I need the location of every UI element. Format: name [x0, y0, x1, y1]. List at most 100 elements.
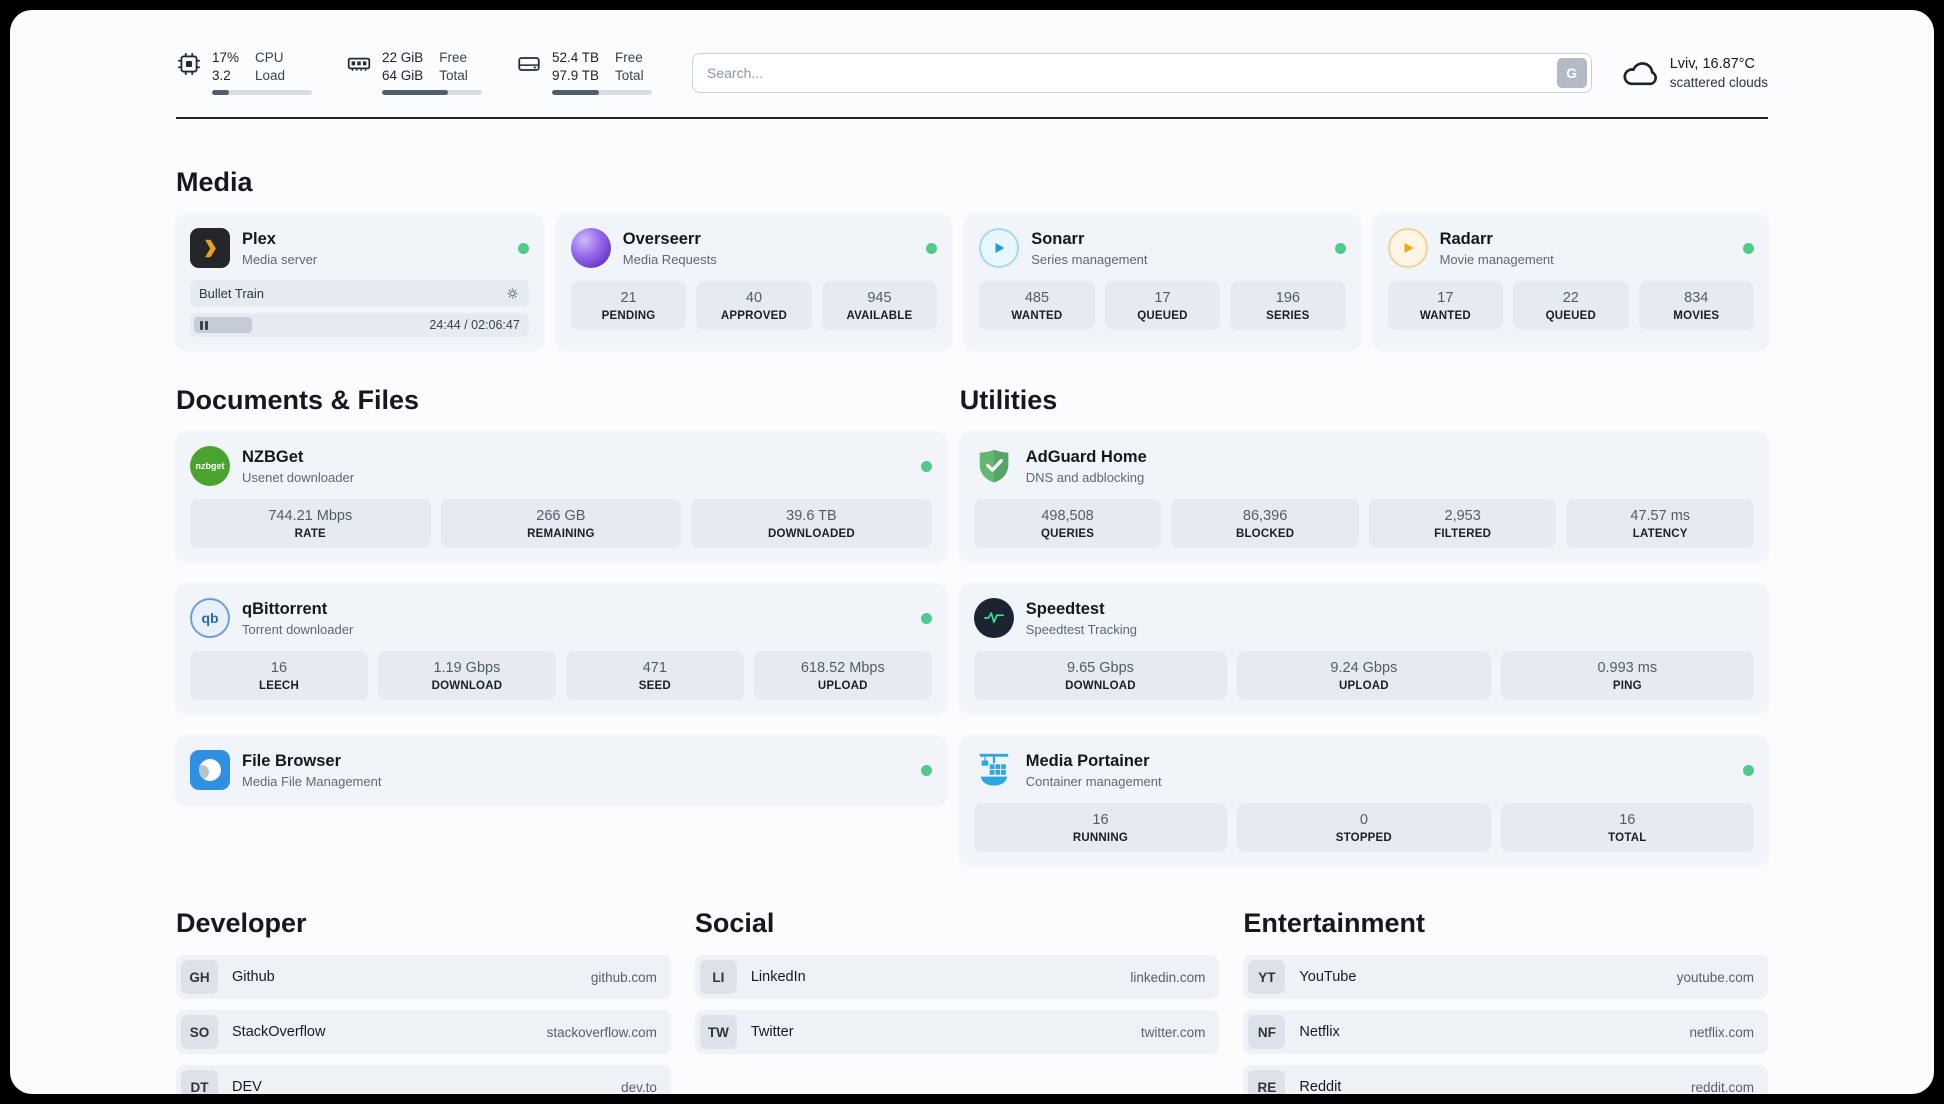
stat-box: 86,396 BLOCKED	[1171, 499, 1359, 548]
service-subtitle: Container management	[1025, 773, 1162, 789]
status-dot	[1743, 764, 1754, 776]
service-card-sonarr[interactable]: Sonarr Series management 485 WANTED 17 Q…	[965, 214, 1360, 349]
service-name: NZBGet	[242, 447, 304, 466]
bookmark-name: YouTube	[1299, 969, 1357, 985]
stat-box: 22 QUEUED	[1513, 281, 1629, 330]
section-title-documents: Documents & Files	[176, 385, 420, 415]
status-dot	[920, 612, 932, 624]
section-title-social: Social	[694, 908, 775, 938]
service-card-radarr[interactable]: Radarr Movie management 17 WANTED 22 QUE…	[1373, 214, 1768, 349]
stat-box: 196 SERIES	[1230, 281, 1346, 330]
bookmark-reddit[interactable]: RE Reddit reddit.com	[1243, 1065, 1768, 1094]
cpu-load-value: 3.2	[212, 68, 231, 83]
service-card-portainer[interactable]: Media Portainer Container management 16 …	[959, 736, 1768, 864]
cpu-widget: 17% 3.2 CPU Load	[176, 50, 312, 95]
bookmark-url: netflix.com	[1689, 1024, 1754, 1040]
player-row: 24:44 / 02:06:47	[190, 313, 529, 337]
bookmark-url: linkedin.com	[1130, 969, 1206, 985]
section-developer: Developer GH Github github.com SO StackO…	[176, 908, 671, 1094]
section-utilities: Utilities	[959, 385, 1768, 864]
stat-box: 834 MOVIES	[1638, 281, 1754, 330]
bookmark-name: Github	[232, 969, 275, 985]
service-subtitle: Media File Management	[242, 773, 382, 789]
section-documents: Documents & Files nzbget NZBGet Usenet d…	[176, 385, 946, 864]
stat-box: 498,508 QUERIES	[973, 499, 1162, 548]
weather-widget[interactable]: Lviv, 16.87°C scattered clouds	[1620, 53, 1768, 93]
section-title-entertainment: Entertainment	[1243, 908, 1425, 938]
bookmark-name: LinkedIn	[750, 969, 806, 985]
gear-icon[interactable]	[505, 286, 520, 301]
bookmark-stackoverflow[interactable]: SO StackOverflow stackoverflow.com	[176, 1010, 671, 1054]
bookmark-url: twitter.com	[1140, 1024, 1206, 1040]
stat-box: 618.52 Mbps UPLOAD	[753, 651, 932, 700]
overseerr-icon	[570, 228, 611, 268]
section-title-utilities: Utilities	[959, 385, 1058, 415]
bookmark-dev[interactable]: DT DEV dev.to	[176, 1065, 671, 1094]
service-card-speedtest[interactable]: Speedtest Speedtest Tracking 9.65 Gbps D…	[959, 584, 1768, 712]
cloud-icon	[1623, 61, 1657, 85]
stat-box: 0 STOPPED	[1237, 803, 1491, 852]
bookmark-abbr: LI	[699, 960, 737, 994]
pause-icon[interactable]	[194, 317, 252, 333]
header-divider	[176, 117, 1768, 119]
section-entertainment: Entertainment YT YouTube youtube.com NF …	[1243, 908, 1768, 1094]
speedtest-icon	[973, 598, 1014, 638]
stat-box: 485 WANTED	[979, 281, 1095, 330]
service-card-plex[interactable]: Plex Media server Bullet Train	[176, 214, 543, 349]
stat-box: 744.21 Mbps RATE	[190, 499, 431, 548]
stat-box: 17 QUEUED	[1104, 281, 1221, 330]
bookmark-github[interactable]: GH Github github.com	[176, 955, 671, 999]
memory-total-value: 64 GiB	[382, 68, 424, 83]
nzbget-icon: nzbget	[190, 446, 230, 486]
stat-box: 16 RUNNING	[973, 803, 1228, 852]
storage-progress-bar	[552, 90, 652, 95]
service-card-overseerr[interactable]: Overseerr Media Requests 21 PENDING 40 A…	[556, 214, 952, 349]
service-subtitle: Media Requests	[622, 251, 717, 267]
memory-progress-bar	[382, 90, 482, 95]
bookmark-url: dev.to	[621, 1079, 657, 1095]
stat-box: 945 AVAILABLE	[821, 281, 938, 330]
memory-free-label: Free	[439, 50, 468, 65]
sonarr-icon	[979, 228, 1020, 268]
cpu-load-label: Load	[255, 68, 286, 83]
service-card-nzbget[interactable]: nzbget NZBGet Usenet downloader 744.21 M…	[176, 432, 946, 560]
search-input[interactable]	[692, 52, 1592, 93]
status-dot	[920, 460, 932, 472]
bookmark-name: DEV	[232, 1079, 262, 1094]
cpu-percent: 17%	[212, 50, 240, 65]
bookmark-url: youtube.com	[1676, 969, 1754, 985]
service-card-filebrowser[interactable]: File Browser Media File Management	[176, 736, 946, 804]
bookmark-netflix[interactable]: NF Netflix netflix.com	[1243, 1010, 1768, 1054]
stat-box: 17 WANTED	[1387, 281, 1504, 330]
now-playing-row: Bullet Train	[190, 280, 529, 307]
bookmark-twitter[interactable]: TW Twitter twitter.com	[694, 1010, 1220, 1054]
playback-time: 24:44 / 02:06:47	[429, 318, 520, 332]
service-name: qBittorrent	[242, 599, 328, 618]
header-bar: 17% 3.2 CPU Load	[176, 50, 1768, 95]
service-name: Sonarr	[1031, 229, 1085, 248]
stat-box: 266 GB REMAINING	[440, 499, 682, 548]
storage-free-value: 52.4 TB	[552, 50, 600, 65]
filebrowser-icon	[190, 750, 230, 790]
service-card-qbittorrent[interactable]: qb qBittorrent Torrent downloader 16	[176, 584, 946, 712]
service-card-adguard[interactable]: AdGuard Home DNS and adblocking 498,508 …	[959, 432, 1768, 560]
bookmark-youtube[interactable]: YT YouTube youtube.com	[1243, 955, 1768, 999]
bookmark-name: Reddit	[1299, 1079, 1342, 1094]
service-subtitle: Movie management	[1439, 251, 1554, 267]
cpu-progress-bar	[212, 90, 312, 95]
search-provider-button[interactable]: G	[1556, 57, 1587, 88]
bookmark-abbr: TW	[699, 1015, 737, 1049]
bookmark-url: github.com	[590, 969, 657, 985]
portainer-icon	[974, 750, 1014, 790]
memory-widget: 22 GiB 64 GiB Free Total	[346, 50, 482, 95]
bookmark-linkedin[interactable]: LI LinkedIn linkedin.com	[694, 955, 1220, 999]
section-media: Media Plex Media server	[176, 167, 1768, 349]
bookmark-abbr: RE	[1248, 1070, 1286, 1094]
memory-total-label: Total	[439, 68, 468, 83]
stat-box: 2,953 FILTERED	[1368, 499, 1557, 548]
storage-total-label: Total	[615, 68, 644, 83]
service-subtitle: Series management	[1031, 251, 1148, 267]
search-bar: G	[692, 52, 1592, 93]
service-subtitle: Speedtest Tracking	[1025, 621, 1138, 637]
service-name: Media Portainer	[1025, 751, 1150, 770]
